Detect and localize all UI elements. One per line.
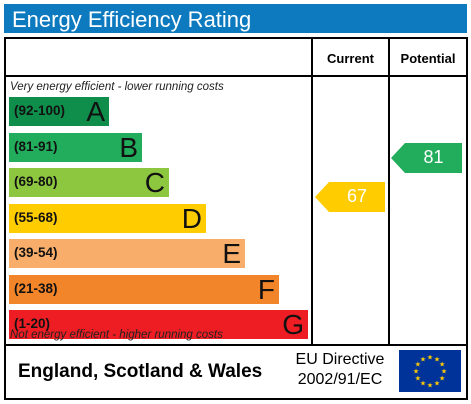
eu-star-icon: ★ [427,382,433,390]
eu-star-icon: ★ [434,380,440,388]
band-letter: F [257,274,275,305]
band-range: (21-38) [14,281,58,296]
band-range: (81-91) [14,139,58,154]
eu-directive-line2: 2002/91/EC [297,371,383,388]
note-inefficient: Not energy efficient - higher running co… [10,329,223,341]
column-potential-header: Potential [400,51,456,66]
band-letter: A [86,96,105,127]
page-title: Energy Efficiency Rating [12,7,252,32]
potential-rating-arrow: 81 [391,143,462,173]
eu-flag-field [399,350,461,392]
band-letter: E [222,238,241,269]
potential-rating-value: 81 [423,147,444,167]
band-g: (1-20) G [9,310,308,339]
band-letter: G [282,309,304,340]
band-range: (92-100) [14,103,66,118]
band-letter: C [144,167,165,198]
note-efficient: Very energy efficient - lower running co… [10,81,224,93]
eu-star-icon: ★ [427,354,433,362]
band-range: (1-20) [14,316,51,331]
potential-arrow-shape [391,143,462,173]
band-range: (55-68) [14,210,58,225]
divider-potential [388,39,390,345]
band-letter: B [119,132,138,163]
eu-directive-line1: EU Directive [295,351,385,368]
eu-directive: EU Directive 2002/91/EC [284,350,396,390]
band-range: (69-80) [14,174,58,189]
rating-table: Current Potential Very energy efficient … [4,37,468,400]
footer-divider [6,344,466,346]
eu-star-icon: ★ [415,375,421,383]
band-f: (21-38) F [9,275,279,304]
header-divider [6,75,466,77]
eu-star-icon: ★ [420,380,426,388]
band-a: (92-100) A [9,97,109,126]
band-range: (39-54) [14,245,58,260]
band-b: (81-91) B [9,133,142,162]
eu-star-icon: ★ [434,355,440,363]
eu-star-icon: ★ [441,368,447,376]
eu-flag-icon: ★ ★ ★ ★ ★ ★ ★ ★ ★ ★ ★ ★ [399,350,461,392]
band-c: (69-80) C [9,168,169,197]
column-current-header: Current [327,51,374,66]
band-d: (55-68) D [9,204,206,233]
band-e: (39-54) E [9,239,245,268]
eu-star-icon: ★ [439,361,445,369]
eu-star-icon: ★ [420,355,426,363]
current-arrow-shape [315,182,385,212]
title-bar: Energy Efficiency Rating [4,4,467,33]
eu-star-icon: ★ [439,375,445,383]
footer-region: England, Scotland & Wales [18,361,263,382]
eu-star-icon: ★ [415,361,421,369]
band-letter: D [181,203,202,234]
current-rating-value: 67 [346,186,368,206]
eu-star-icon: ★ [413,368,419,376]
divider-current [311,39,313,345]
current-rating-arrow: 67 [315,182,385,212]
